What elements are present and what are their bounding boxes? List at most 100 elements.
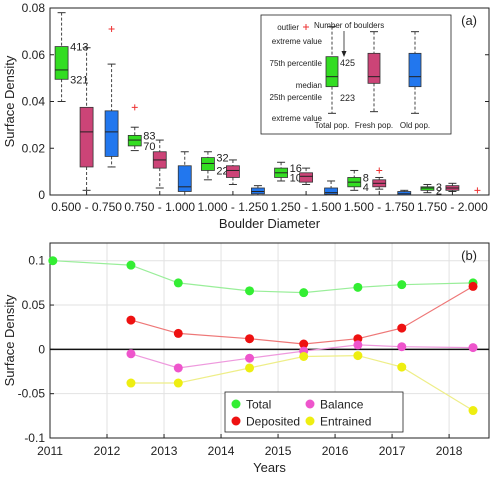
x-tick-label-b: 2013 <box>151 444 178 458</box>
point-balance <box>173 363 183 373</box>
legend-label-total: Total <box>246 398 271 412</box>
box-count-q3: 83 <box>143 130 155 142</box>
legend-label-deposited: Deposited <box>246 415 300 429</box>
legend-example-count-top: 425 <box>340 58 355 68</box>
point-deposited <box>245 334 255 344</box>
box-count-median: 70 <box>143 141 155 153</box>
point-deposited <box>397 323 407 333</box>
box-old-box <box>397 191 412 196</box>
x-tick-label-b: 2012 <box>94 444 121 458</box>
x-tick-label-a: 1.500 - 1.750 <box>344 200 415 214</box>
box-fresh-outlier <box>376 167 383 174</box>
legend-a: Total pop. Fresh pop. Old pop. outlier Numbe… <box>260 14 452 135</box>
box-count-median: 321 <box>70 74 88 86</box>
box-count-median: 10 <box>290 172 302 184</box>
x-tick-label-b: 2015 <box>265 444 292 458</box>
x-tick-label-a: 1.250 - 1.500 <box>271 200 342 214</box>
y-tick-label-b: -0.1 <box>24 431 45 445</box>
legend-p25-label: 25th percentile <box>270 93 323 102</box>
legend-p75-label: 75th percentile <box>270 59 323 68</box>
y-tick-label-a: 0 <box>38 188 45 202</box>
point-deposited <box>299 339 309 349</box>
point-entrained <box>468 406 478 416</box>
legend-box-label: Total pop. <box>315 121 350 130</box>
point-deposited <box>173 328 183 338</box>
y-tick-label-b: 0.05 <box>22 298 46 312</box>
x-tick-label-b: 2016 <box>322 444 349 458</box>
point-total <box>353 282 363 292</box>
y-axis-title-a: Surface Density <box>2 55 17 147</box>
box-total-box <box>420 186 435 191</box>
y-tick-label-b: 0 <box>38 342 45 356</box>
x-tick-label-a: 0.500 - 0.750 <box>51 200 122 214</box>
legend-label-entrained: Entrained <box>320 415 371 429</box>
box-old-box <box>104 110 119 157</box>
legend-marker-total <box>231 399 241 409</box>
point-entrained <box>173 378 183 388</box>
box-count-median: 4 <box>363 182 369 194</box>
y-tick-label-b: 0.1 <box>28 254 45 268</box>
box-fresh-box <box>299 172 313 183</box>
x-tick-label-a: 1.000 - 1.250 <box>198 200 269 214</box>
point-balance <box>397 342 407 352</box>
box-old-outlier <box>108 26 115 33</box>
x-tick-label-b: 2011 <box>37 444 63 458</box>
box-group-5: 84 <box>347 167 412 196</box>
box-total-box <box>201 157 215 171</box>
point-deposited <box>126 315 136 325</box>
box-count-q3: 3 <box>436 182 442 194</box>
legend-outlier-label: outlier <box>277 23 299 32</box>
legend-box-label: Fresh pop. <box>355 121 393 130</box>
box-total-box <box>127 134 142 147</box>
y-tick-label-a: 0.08 <box>22 1 46 15</box>
x-axis-title-a: Boulder Diameter <box>219 216 321 231</box>
panel-label-a: (a) <box>461 13 477 28</box>
legend-b: Total Balance Deposited Entrained <box>224 391 404 433</box>
box-count-median: 22 <box>216 165 228 177</box>
legend-example-box <box>325 56 339 88</box>
plot-frame-b <box>49 242 490 439</box>
point-balance <box>468 343 478 353</box>
box-total-outlier <box>131 104 138 111</box>
y-tick-label-a: 0.04 <box>22 95 46 109</box>
legend-marker-balance <box>305 399 315 409</box>
point-entrained <box>299 351 309 361</box>
legend-outlier-marker <box>303 24 309 30</box>
legend-median-label: median <box>296 81 322 90</box>
box-old-box <box>177 165 192 192</box>
point-balance <box>126 349 136 359</box>
y-axis-title-b: Surface Density <box>2 294 17 386</box>
box-group-1: 413 321 <box>54 12 119 191</box>
box-count-median: 2 <box>436 185 442 197</box>
x-tick-label-b: 2017 <box>379 444 406 458</box>
legend-marker-deposited <box>231 416 241 426</box>
point-entrained <box>126 378 136 388</box>
point-balance <box>245 353 255 363</box>
legend-example-box <box>367 52 381 84</box>
box-old-box <box>251 187 265 195</box>
x-tick-label-b: 2018 <box>436 444 463 458</box>
x-tick-label-a: 1.750 - 2.000 <box>417 200 488 214</box>
box-old-outlier <box>474 187 481 194</box>
box-total-box <box>54 46 69 80</box>
legend-example-count-bottom: 223 <box>340 93 355 103</box>
point-total <box>245 286 255 296</box>
point-total <box>299 288 309 298</box>
legend-count-arrowhead <box>341 51 347 57</box>
y-tick-label-b: -0.05 <box>18 387 46 401</box>
series-deposited <box>126 281 478 349</box>
point-total <box>173 278 183 288</box>
box-fresh-box <box>79 106 94 168</box>
y-tick-label-a: 0.06 <box>22 48 46 62</box>
box-count-q3: 32 <box>216 153 228 165</box>
point-entrained <box>353 351 363 361</box>
legend-b-frame <box>224 391 404 433</box>
panel-a: 0 0.02 0.04 0.06 0.08 Surface Density Boulder … <box>2 1 490 231</box>
x-tick-label-b: 2014 <box>208 444 235 458</box>
box-count-q3: 8 <box>363 172 369 184</box>
x-tick-label-a: 0.750 - 1.000 <box>124 200 195 214</box>
